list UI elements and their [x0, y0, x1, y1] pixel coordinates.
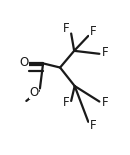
Text: F: F: [63, 96, 70, 109]
Text: O: O: [20, 56, 29, 69]
Text: O: O: [29, 86, 38, 98]
Text: F: F: [102, 46, 108, 59]
Text: F: F: [102, 96, 108, 109]
Text: F: F: [63, 22, 70, 35]
Text: F: F: [90, 119, 96, 132]
Text: F: F: [90, 25, 96, 38]
